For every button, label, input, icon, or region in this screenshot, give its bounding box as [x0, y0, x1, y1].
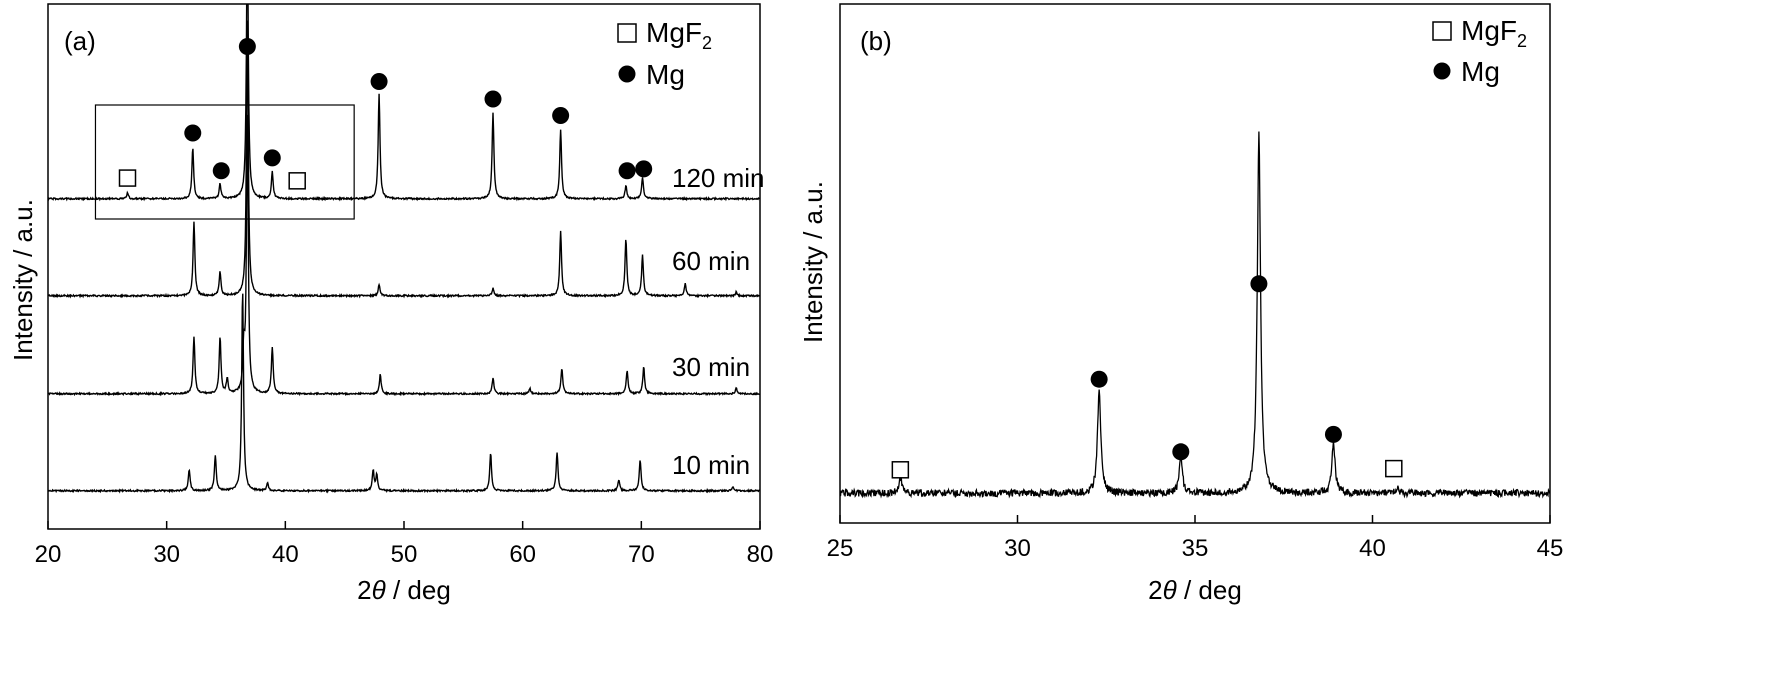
x-tick-label: 45	[1537, 535, 1564, 562]
panel-b-peak-markers	[891, 275, 1403, 479]
x-tick-label: 35	[1182, 535, 1209, 562]
mg-peak-marker-icon	[1090, 370, 1108, 388]
curve-label-60min: 60 min	[672, 246, 750, 276]
xrd-curve-120-min	[48, 4, 760, 202]
legend-mgf2-label: MgF2	[646, 17, 712, 53]
mg-peak-marker-icon	[1172, 443, 1190, 461]
panel-b: 25 30 35 40 45 (b) MgF2 Mg 2θ / deg Intensit…	[798, 3, 1564, 605]
mgf2-peak-marker-icon	[288, 172, 306, 190]
panel-a-zoom-box	[94, 104, 355, 220]
panel-a: 20 30 40 50 60 70 80 (a) MgF2 Mg 120 min 60 mi…	[8, 3, 774, 605]
xrd-curve-30-min	[48, 114, 760, 397]
panel-b-y-axis-label: Intensity / a.u.	[798, 181, 828, 343]
xrd-curve-120-min-zoom-	[840, 131, 1550, 499]
legend-mg-label: Mg	[646, 59, 685, 90]
legend-filled-circle-icon	[618, 65, 636, 83]
mg-peak-marker-icon	[552, 107, 570, 125]
mg-peak-marker-icon	[618, 162, 636, 180]
panel-a-y-axis-label: Intensity / a.u.	[8, 199, 38, 361]
x-tick-label: 80	[747, 541, 774, 568]
panel-a-label: (a)	[64, 26, 96, 56]
mg-peak-marker-icon	[484, 90, 502, 108]
x-tick-label: 25	[827, 535, 854, 562]
panel-a-x-ticks: 20 30 40 50 60 70 80	[35, 521, 774, 568]
mg-peak-marker-icon	[212, 162, 230, 180]
panel-b-x-axis-label: 2θ / deg	[1148, 575, 1242, 605]
legend-filled-circle-icon	[1433, 62, 1451, 80]
x-tick-label: 20	[35, 541, 62, 568]
panel-b-curves	[840, 131, 1550, 499]
legend-open-square-icon	[1432, 21, 1452, 41]
legend-mg-label: Mg	[1461, 56, 1500, 87]
panel-a-legend: MgF2 Mg	[617, 17, 712, 90]
panel-b-x-ticks: 25 30 35 40 45	[827, 515, 1564, 562]
panel-b-plot-frame	[839, 3, 1551, 524]
curve-label-10min: 10 min	[672, 450, 750, 480]
x-tick-label: 60	[509, 541, 536, 568]
x-tick-label: 40	[1359, 535, 1386, 562]
x-tick-label: 30	[153, 541, 180, 568]
panel-a-curve-labels: 120 min 60 min 30 min 10 min	[672, 163, 765, 480]
x-tick-label: 70	[628, 541, 655, 568]
panel-a-x-axis-label: 2θ / deg	[357, 575, 451, 605]
mg-peak-marker-icon	[635, 160, 653, 178]
curve-label-30min: 30 min	[672, 352, 750, 382]
x-tick-label: 40	[272, 541, 299, 568]
panel-a-peak-markers	[118, 38, 653, 190]
xrd-curve-10-min	[48, 293, 760, 494]
mgf2-peak-marker-icon	[118, 169, 137, 187]
xrd-curve-60-min	[48, 20, 760, 299]
panel-a-curves	[48, 4, 760, 494]
panel-b-label: (b)	[860, 26, 892, 56]
mgf2-peak-marker-icon	[1385, 459, 1403, 478]
mgf2-peak-marker-icon	[891, 461, 910, 479]
legend-open-square-icon	[617, 23, 637, 43]
curve-label-120min: 120 min	[672, 163, 765, 193]
panel-b-legend: MgF2 Mg	[1432, 15, 1527, 87]
legend-mgf2-label: MgF2	[1461, 15, 1527, 51]
mg-peak-marker-icon	[263, 149, 281, 167]
x-tick-label: 50	[391, 541, 418, 568]
mg-peak-marker-icon	[1250, 275, 1268, 293]
x-tick-label: 30	[1004, 535, 1031, 562]
mg-peak-marker-icon	[238, 38, 256, 56]
mg-peak-marker-icon	[184, 124, 202, 142]
mg-peak-marker-icon	[370, 72, 388, 90]
mg-peak-marker-icon	[1324, 425, 1342, 443]
